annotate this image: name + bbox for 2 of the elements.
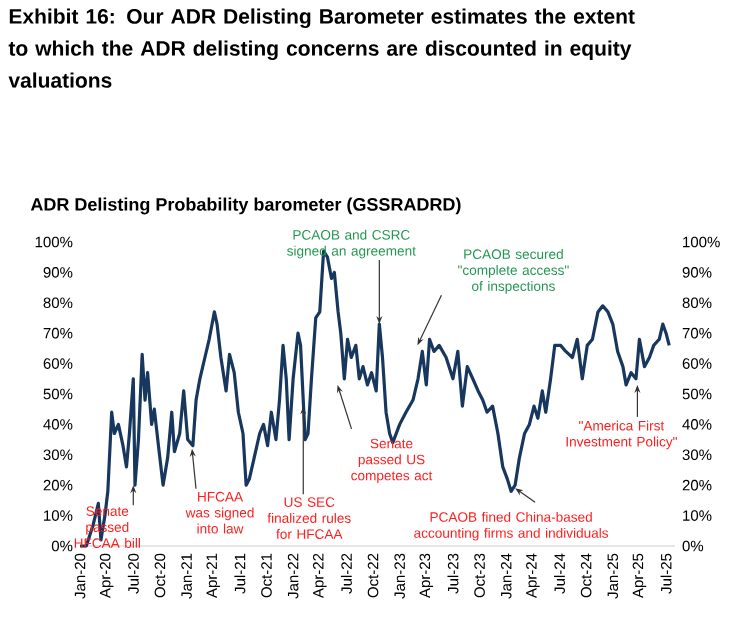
chart-title: Exhibit 16: Our ADR Delisting Barometer estimates the extent to which the ADR delisting concerns are discounted in equity valuations — [8, 8, 635, 88]
chart-subtitle: ADR Delisting Probability barometer (GSSRADRD) — [30, 197, 461, 215]
